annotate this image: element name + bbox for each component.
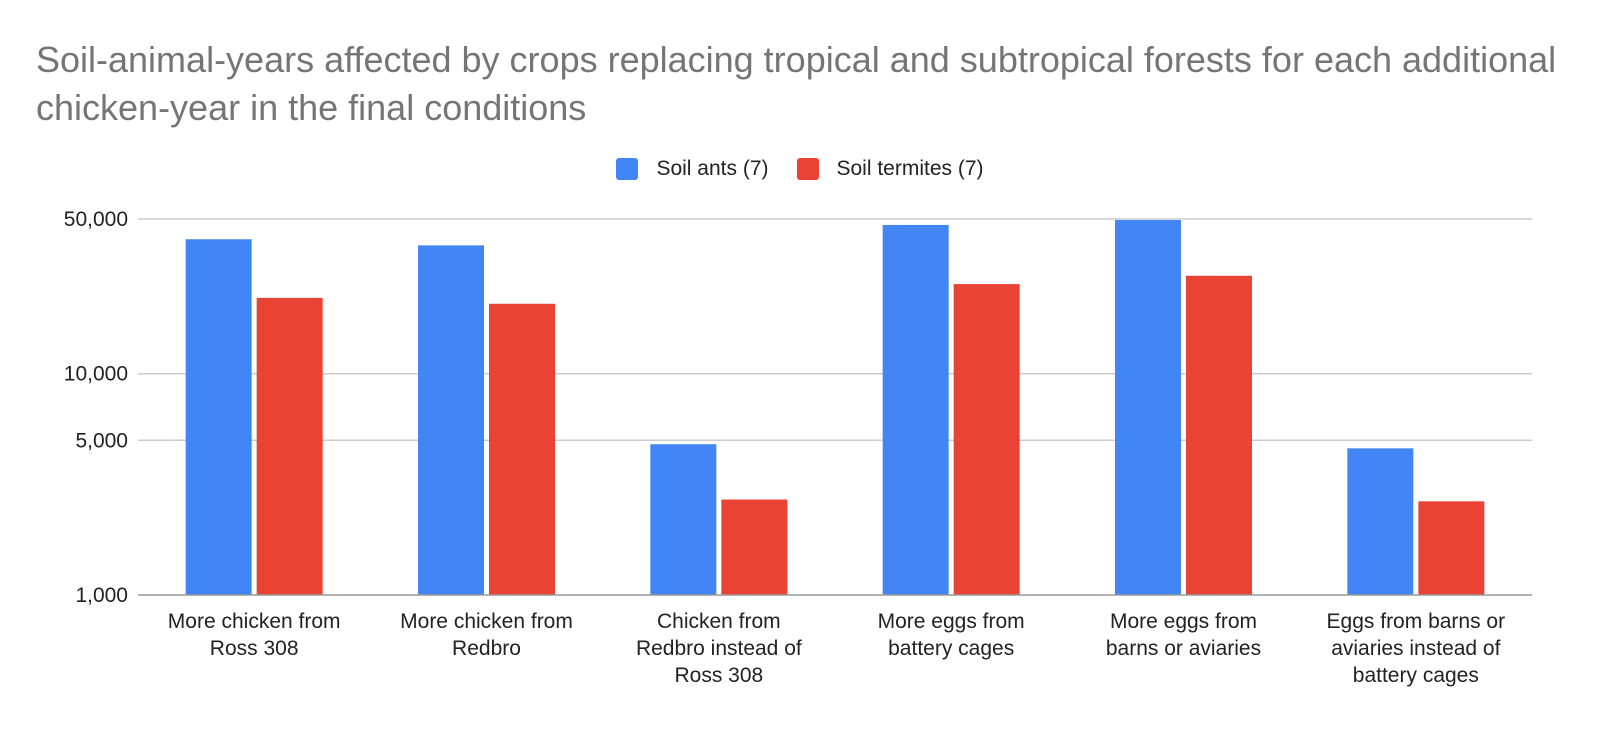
legend-label-soil-termites: Soil termites (7) <box>836 157 984 180</box>
bar-soil-ants[interactable] <box>1347 448 1414 595</box>
bar-soil-ants[interactable] <box>650 444 717 595</box>
bar-soil-termites[interactable] <box>1186 275 1252 595</box>
bar-soil-termites[interactable] <box>1418 501 1485 595</box>
x-tick-label: More eggs from barns or aviaries <box>1106 610 1261 660</box>
legend-swatch-soil-termites <box>796 158 819 180</box>
y-tick-label: 10,000 <box>64 363 128 386</box>
legend-item-soil-termites[interactable]: Soil termites (7) <box>796 157 984 181</box>
bar-soil-ants[interactable] <box>418 245 484 596</box>
chart-title: Soil-animal-years affected by crops repl… <box>36 39 1557 128</box>
legend-swatch-soil-ants <box>616 158 639 180</box>
y-tick-label: 1,000 <box>75 584 128 607</box>
bar-soil-termites[interactable] <box>721 499 788 595</box>
bar-soil-termites[interactable] <box>953 284 1020 595</box>
y-tick-label: 5,000 <box>75 429 128 452</box>
x-tick-label: Eggs from barns or aviaries instead of bat… <box>1327 610 1506 687</box>
bar-soil-termites[interactable] <box>489 303 555 595</box>
bar-soil-termites[interactable] <box>256 297 323 595</box>
y-tick-label: 50,000 <box>64 208 128 231</box>
legend-label-soil-ants: Soil ants (7) <box>656 157 769 180</box>
bar-soil-ants[interactable] <box>882 224 949 595</box>
legend-item-soil-ants[interactable]: Soil ants (7) <box>616 157 769 181</box>
x-tick-label: Chicken from Redbro instead of Ross 308 <box>636 610 802 687</box>
x-tick-label: More chicken from Ross 308 <box>168 610 341 660</box>
bar-soil-ants[interactable] <box>185 239 252 595</box>
x-tick-label: More eggs from battery cages <box>878 610 1025 660</box>
legend: Soil ants (7) Soil termites (7) <box>0 157 1600 181</box>
x-tick-label: More chicken from Redbro <box>400 610 573 660</box>
bar-soil-ants[interactable] <box>1115 219 1181 595</box>
